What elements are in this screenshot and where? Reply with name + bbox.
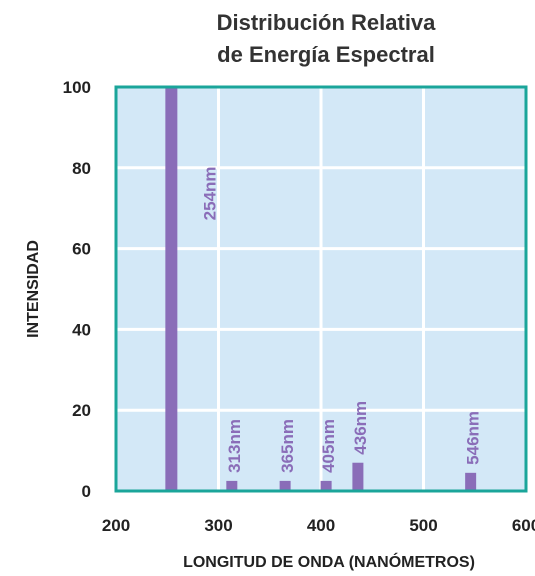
x-tick-label: 600 [512,516,535,535]
bar-label-546nm: 546nm [464,411,483,465]
y-tick-label: 20 [72,401,91,420]
bar-546nm [465,472,477,491]
bar-313nm [226,480,238,491]
x-axis-ticks: 200 300 400 500 600 [102,516,535,535]
bar-405nm [320,480,332,491]
bar-365nm [279,480,291,491]
y-axis-ticks: 0 20 40 60 80 100 [63,78,91,501]
y-tick-label: 100 [63,78,91,97]
y-tick-label: 0 [82,482,91,501]
bar-254nm [165,87,178,491]
x-tick-label: 500 [409,516,437,535]
y-axis-label: INTENSIDAD [25,240,42,338]
bar-label-405nm: 405nm [319,419,338,473]
plot-border [114,85,528,493]
x-tick-label: 400 [307,516,335,535]
y-tick-label: 60 [72,240,91,259]
chart-title-line-1: Distribución Relativa [217,10,437,35]
chart-title-line-2: de Energía Espectral [217,42,435,67]
y-tick-label: 40 [72,320,91,339]
bar-label-254nm: 254nm [200,166,219,220]
bar-labels-group: 254nm 313nm 365nm 405nm 436nm 546nm [200,166,482,472]
y-tick-label: 80 [72,159,91,178]
bars-group [165,87,477,491]
bar-436nm [352,462,364,491]
bar-label-313nm: 313nm [225,419,244,473]
grid-lines [116,87,526,491]
bar-label-365nm: 365nm [278,419,297,473]
x-tick-label: 200 [102,516,130,535]
x-axis-label: LONGITUD DE ONDA (NANÓMETROS) [183,552,475,571]
x-tick-label: 300 [204,516,232,535]
bar-label-436nm: 436nm [351,401,370,455]
